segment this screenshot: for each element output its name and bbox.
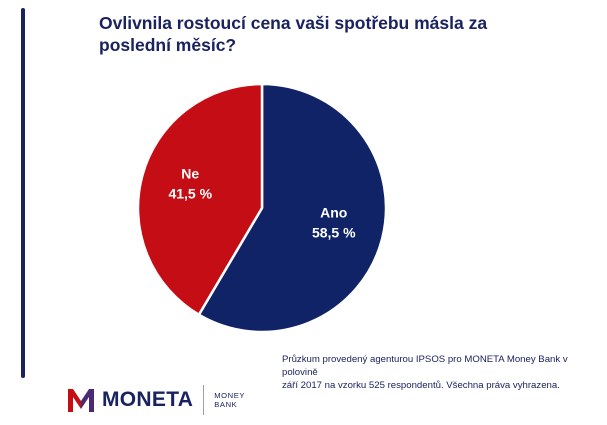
- pie-slices: [136, 82, 388, 334]
- slice-label-ano: Ano: [320, 205, 347, 221]
- slice-label-ne: Ne: [181, 165, 199, 181]
- logo-wordmark: MONETA: [102, 388, 194, 411]
- pie-slice-ano: [197, 82, 388, 334]
- logo-sub-money: MONEY: [214, 391, 246, 400]
- pie-slice-ne: [136, 82, 264, 316]
- chart-title: Ovlivnila rostoucí cena vaši spotřebu má…: [99, 13, 488, 55]
- footnote: Průzkum provedený agenturou IPSOS pro MO…: [282, 353, 597, 392]
- logo-sub-bank: BANK: [214, 400, 238, 409]
- logo-divider: [203, 385, 205, 415]
- left-accent-bar: [21, 8, 25, 378]
- logo-subtitle: MONEY BANK: [214, 391, 245, 409]
- slice-value-ano: 58,5 %: [312, 225, 356, 241]
- pie-labels: Ano 58,5 % Ne 41,5 %: [168, 165, 356, 240]
- footnote-line-2: září 2017 na vzorku 525 respondentů. Vše…: [282, 380, 560, 391]
- slice-value-ne: 41,5 %: [168, 185, 212, 201]
- moneta-logo: MONETA MONEY BANK: [66, 380, 245, 420]
- moneta-m-logo-icon: [68, 389, 94, 412]
- footnote-line-1: Průzkum provedený agenturou IPSOS pro MO…: [282, 354, 568, 378]
